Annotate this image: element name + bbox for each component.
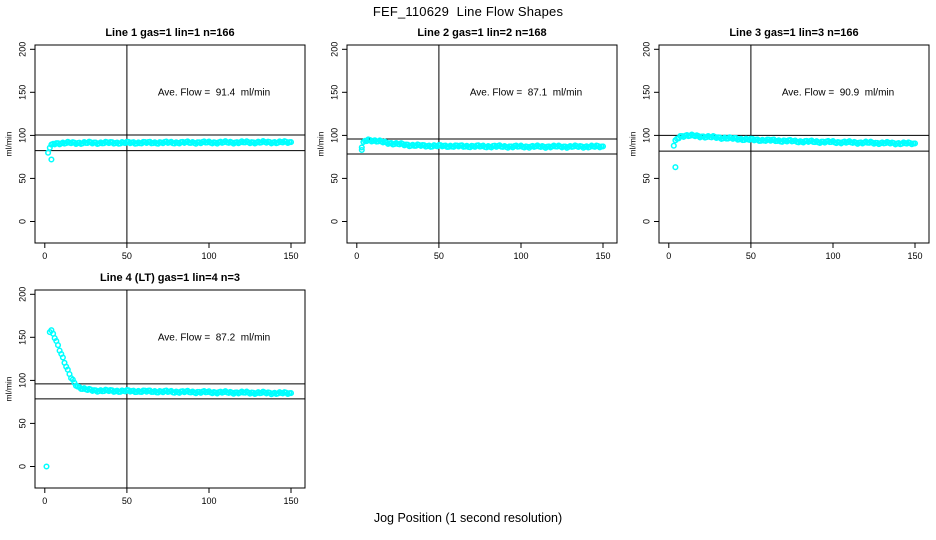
data-points — [45, 138, 295, 163]
svg-text:50: 50 — [329, 173, 339, 183]
svg-text:50: 50 — [17, 173, 27, 183]
svg-text:150: 150 — [283, 251, 298, 261]
svg-text:0: 0 — [666, 251, 671, 261]
scatter-plot: 0 50 100 150 0 50 100 150 200 ml/min — [627, 42, 930, 261]
x-axis: 0 50 100 150 — [42, 243, 299, 261]
outlier-point — [358, 146, 365, 154]
y-axis-title: ml/min — [3, 376, 13, 401]
y-axis: 0 50 100 150 200 ml/min — [3, 287, 35, 469]
figure-title: FEF_110629 Line Flow Shapes — [372, 4, 564, 19]
svg-text:200: 200 — [17, 287, 27, 302]
scatter-plot: 0 50 100 150 0 50 100 150 200 ml/min — [315, 42, 618, 261]
outlier-point — [48, 156, 55, 163]
svg-text:100: 100 — [201, 496, 216, 506]
svg-text:100: 100 — [17, 373, 27, 388]
svg-text:200: 200 — [17, 42, 27, 57]
panel-title: Line 1 gas=1 lin=1 n=166 — [105, 27, 235, 39]
scatter-plot: 0 50 100 150 0 50 100 150 200 ml/min — [3, 42, 306, 261]
svg-text:100: 100 — [513, 251, 528, 261]
ave-flow-annotation: Ave. Flow = 87.2 ml/min — [157, 332, 271, 344]
y-axis-title: ml/min — [315, 131, 325, 156]
data-points — [670, 131, 919, 171]
svg-text:0: 0 — [42, 251, 47, 261]
svg-text:150: 150 — [595, 251, 610, 261]
svg-text:150: 150 — [17, 330, 27, 345]
svg-text:50: 50 — [641, 173, 651, 183]
svg-text:50: 50 — [434, 251, 444, 261]
svg-text:50: 50 — [746, 251, 756, 261]
svg-text:50: 50 — [17, 418, 27, 428]
svg-text:100: 100 — [825, 251, 840, 261]
y-axis-title: ml/min — [3, 131, 13, 156]
svg-text:150: 150 — [283, 496, 298, 506]
svg-text:100: 100 — [201, 251, 216, 261]
plot-frame — [658, 44, 930, 244]
svg-text:0: 0 — [354, 251, 359, 261]
plot-frame — [346, 44, 618, 244]
svg-text:100: 100 — [641, 128, 651, 143]
scatter-plot: 0 50 100 150 0 50 100 150 200 ml/min — [3, 287, 306, 506]
x-axis-label: Jog Position (1 second resolution) — [373, 511, 563, 525]
svg-text:0: 0 — [329, 219, 339, 224]
svg-text:150: 150 — [17, 85, 27, 100]
plot-frame — [34, 44, 306, 244]
panel-title: Line 2 gas=1 lin=2 n=168 — [417, 27, 547, 39]
data-points — [358, 136, 607, 154]
plot-frame — [34, 289, 306, 489]
svg-text:50: 50 — [122, 496, 132, 506]
panel-title: Line 4 (LT) gas=1 lin=4 n=3 — [99, 272, 241, 284]
panel-line-4: Line 4 (LT) gas=1 lin=4 n=3 0 50 100 150 0 50… — [0, 265, 312, 518]
panel-title: Line 3 gas=1 lin=3 n=166 — [729, 27, 859, 39]
svg-text:100: 100 — [329, 128, 339, 143]
x-axis: 0 50 100 150 — [666, 243, 923, 261]
y-axis: 0 50 100 150 200 ml/min — [3, 42, 35, 224]
svg-text:200: 200 — [329, 42, 339, 57]
y-axis: 0 50 100 150 200 ml/min — [627, 42, 659, 224]
ave-flow-annotation: Ave. Flow = 91.4 ml/min — [157, 87, 271, 99]
panel-line-1: Line 1 gas=1 lin=1 n=166 0 50 100 150 0 50 100… — [0, 20, 312, 273]
svg-text:50: 50 — [122, 251, 132, 261]
panel-line-2: Line 2 gas=1 lin=2 n=168 0 50 100 150 0 50 100… — [312, 20, 624, 273]
panel-line-3: Line 3 gas=1 lin=3 n=166 0 50 100 150 0 50 100… — [624, 20, 936, 273]
y-axis: 0 50 100 150 200 ml/min — [315, 42, 347, 224]
ave-flow-annotation: Ave. Flow = 90.9 ml/min — [781, 87, 895, 99]
x-axis: 0 50 100 150 — [42, 488, 299, 506]
svg-text:150: 150 — [641, 85, 651, 100]
svg-text:150: 150 — [329, 85, 339, 100]
y-axis-title: ml/min — [627, 131, 637, 156]
outlier-point — [672, 164, 679, 171]
svg-text:0: 0 — [42, 496, 47, 506]
ave-flow-annotation: Ave. Flow = 87.1 ml/min — [469, 87, 583, 99]
x-axis: 0 50 100 150 — [354, 243, 611, 261]
svg-text:0: 0 — [17, 464, 27, 469]
svg-text:200: 200 — [641, 42, 651, 57]
svg-text:0: 0 — [17, 219, 27, 224]
svg-text:100: 100 — [17, 128, 27, 143]
svg-text:0: 0 — [641, 219, 651, 224]
svg-text:150: 150 — [907, 251, 922, 261]
outlier-point — [43, 463, 50, 470]
data-points — [43, 327, 295, 470]
